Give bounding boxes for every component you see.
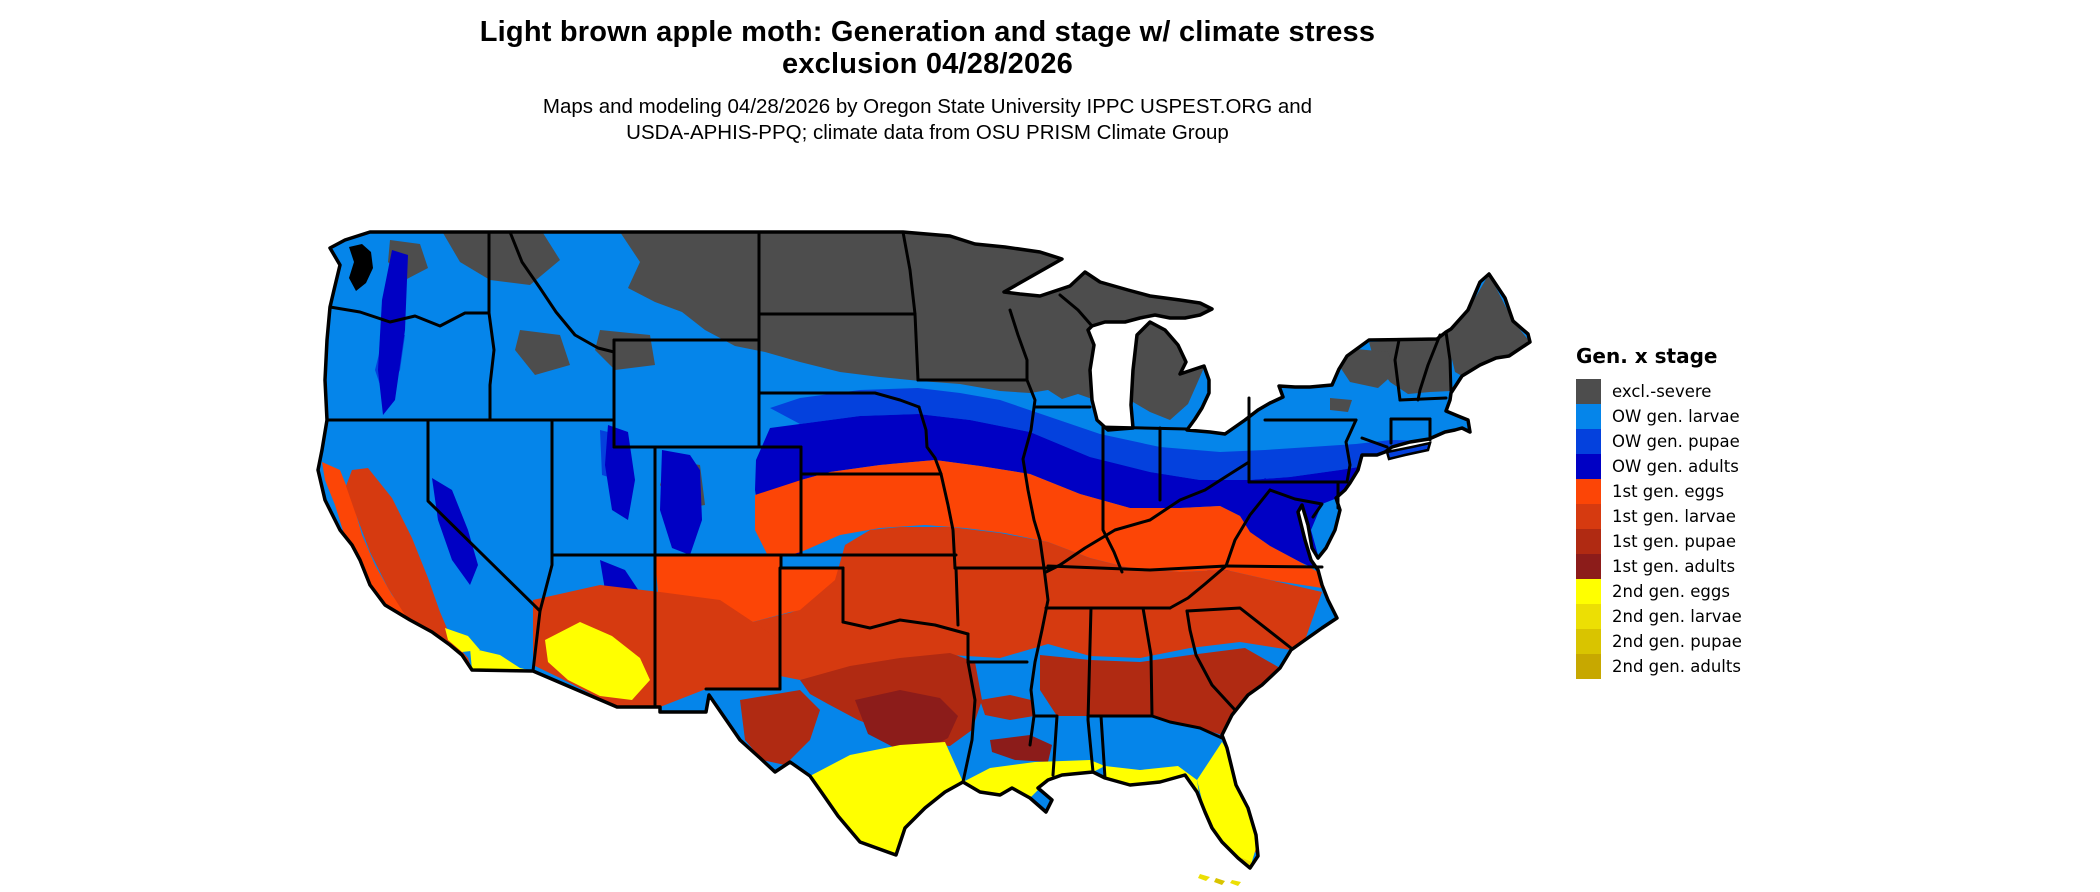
- subtitle-line-1: Maps and modeling 04/28/2026 by Oregon S…: [542, 95, 1313, 118]
- legend-swatch-1st-eggs: [1576, 479, 1601, 504]
- legend-row: 2nd gen. larvae: [1576, 604, 1876, 629]
- page-title: Light brown apple moth: Generation and s…: [0, 16, 1855, 80]
- legend-label: OW gen. larvae: [1612, 407, 1740, 426]
- map-header: Light brown apple moth: Generation and s…: [0, 16, 1855, 146]
- legend-label: 1st gen. larvae: [1612, 507, 1736, 526]
- legend-row: 2nd gen. pupae: [1576, 629, 1876, 654]
- florida-keys: [1198, 874, 1241, 886]
- legend-swatch-ow-adults: [1576, 454, 1601, 479]
- long-island: [1385, 441, 1432, 461]
- legend-row: 1st gen. eggs: [1576, 479, 1876, 504]
- title-line-2: exclusion 04/28/2026: [782, 48, 1073, 80]
- legend-label: OW gen. adults: [1612, 457, 1739, 476]
- legend-row: 1st gen. pupae: [1576, 529, 1876, 554]
- legend-swatch-excl-severe: [1576, 379, 1601, 404]
- legend-swatch-2nd-adults: [1576, 654, 1601, 679]
- legend-row: OW gen. pupae: [1576, 429, 1876, 454]
- legend-rows: excl.-severe OW gen. larvae OW gen. pupa…: [1576, 379, 1876, 679]
- state-borders: [325, 230, 1453, 784]
- legend-row: 2nd gen. eggs: [1576, 579, 1876, 604]
- legend-swatch-2nd-larvae: [1576, 604, 1601, 629]
- legend-label: 2nd gen. pupae: [1612, 632, 1742, 651]
- legend-row: excl.-severe: [1576, 379, 1876, 404]
- legend-label: excl.-severe: [1612, 382, 1712, 401]
- legend-swatch-1st-adults: [1576, 554, 1601, 579]
- us-outline: [316, 230, 1532, 870]
- map-legend: Gen. x stage excl.-severe OW gen. larvae…: [1576, 344, 1876, 679]
- legend-row: OW gen. adults: [1576, 454, 1876, 479]
- legend-label: OW gen. pupae: [1612, 432, 1740, 451]
- legend-label: 2nd gen. adults: [1612, 657, 1741, 676]
- legend-swatch-ow-larvae: [1576, 404, 1601, 429]
- legend-label: 1st gen. pupae: [1612, 532, 1737, 551]
- map-subtitle: Maps and modeling 04/28/2026 by Oregon S…: [0, 94, 1855, 146]
- legend-swatch-2nd-pupae: [1576, 629, 1601, 654]
- legend-swatch-1st-pupae: [1576, 529, 1601, 554]
- legend-label: 2nd gen. eggs: [1612, 582, 1730, 601]
- map-region-1st-adults: [855, 690, 1052, 762]
- legend-label: 2nd gen. larvae: [1612, 607, 1742, 626]
- legend-row: 2nd gen. adults: [1576, 654, 1876, 679]
- legend-label: 1st gen. adults: [1612, 557, 1736, 576]
- legend-label: 1st gen. eggs: [1612, 482, 1725, 501]
- legend-swatch-ow-pupae: [1576, 429, 1601, 454]
- title-line-1: Light brown apple moth: Generation and s…: [479, 16, 1376, 48]
- puget-sound: [349, 244, 373, 291]
- legend-row: 1st gen. larvae: [1576, 504, 1876, 529]
- legend-swatch-1st-larvae: [1576, 504, 1601, 529]
- legend-swatch-2nd-eggs: [1576, 579, 1601, 604]
- legend-row: 1st gen. adults: [1576, 554, 1876, 579]
- legend-row: OW gen. larvae: [1576, 404, 1876, 429]
- legend-title: Gen. x stage: [1576, 344, 1718, 368]
- subtitle-line-2: USDA-APHIS-PPQ; climate data from OSU PR…: [626, 121, 1229, 144]
